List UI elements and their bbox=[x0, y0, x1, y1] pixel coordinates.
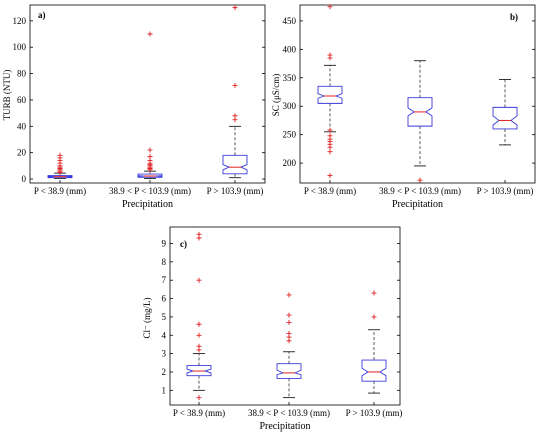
category-label: P > 103.9 (mm) bbox=[477, 186, 534, 196]
outlier-point bbox=[286, 312, 292, 318]
category-label: P > 103.9 (mm) bbox=[346, 408, 403, 418]
y-tick-label: 40 bbox=[17, 121, 27, 131]
outlier-point bbox=[232, 113, 238, 119]
outlier-point bbox=[327, 149, 333, 155]
y-tick-label: 5 bbox=[162, 312, 167, 322]
y-tick-label: 0 bbox=[22, 174, 27, 184]
category-label: P > 103.9 (mm) bbox=[207, 186, 264, 196]
outlier-point bbox=[147, 154, 153, 160]
outlier-point bbox=[371, 314, 377, 320]
y-tick-label: 100 bbox=[13, 42, 27, 52]
category-label: P < 38.9 (mm) bbox=[304, 186, 356, 196]
outlier-point bbox=[371, 290, 377, 296]
outlier-point bbox=[327, 52, 333, 58]
y-tick-label: 3 bbox=[162, 349, 167, 359]
outlier-point bbox=[417, 177, 423, 183]
y-tick-label: 6 bbox=[162, 294, 167, 304]
outlier-point bbox=[196, 277, 202, 283]
y-tick-label: 120 bbox=[13, 16, 27, 26]
y-tick-label: 80 bbox=[17, 69, 27, 79]
outlier-point bbox=[286, 319, 292, 325]
box bbox=[276, 363, 302, 379]
y-tick-label: 350 bbox=[283, 73, 297, 83]
outlier-point bbox=[327, 144, 333, 150]
outlier-point bbox=[196, 395, 202, 401]
x-axis-label: Precipitation bbox=[259, 421, 310, 432]
y-axis-label: SC (μS/cm) bbox=[271, 74, 281, 117]
outlier-point bbox=[147, 147, 153, 153]
outlier-point bbox=[286, 330, 292, 336]
box bbox=[47, 175, 73, 179]
box bbox=[407, 97, 433, 127]
y-tick-label: 8 bbox=[162, 257, 167, 267]
y-tick-label: 400 bbox=[283, 44, 297, 54]
outlier-point bbox=[196, 231, 202, 237]
y-tick-label: 450 bbox=[283, 16, 297, 26]
y-tick-label: 9 bbox=[162, 239, 167, 249]
plot-frame bbox=[169, 226, 401, 406]
box bbox=[186, 365, 212, 377]
category-label: 38.9 < P < 103.9 (mm) bbox=[109, 186, 191, 196]
plot-frame bbox=[29, 4, 266, 184]
outlier-point bbox=[196, 343, 202, 349]
y-tick-label: 200 bbox=[283, 158, 297, 168]
category-label: P < 38.9 (mm) bbox=[34, 186, 86, 196]
outlier-point bbox=[286, 292, 292, 298]
y-tick-label: 250 bbox=[283, 130, 297, 140]
outlier-point bbox=[327, 127, 333, 133]
y-tick-label: 7 bbox=[162, 275, 167, 285]
plot-frame bbox=[299, 4, 536, 184]
box bbox=[317, 85, 343, 104]
panel-1 bbox=[29, 4, 266, 184]
panel-label: b) bbox=[510, 12, 518, 22]
category-label: P < 38.9 (mm) bbox=[173, 408, 225, 418]
x-axis-label: Precipitation bbox=[392, 199, 443, 210]
panel-label: a) bbox=[38, 10, 46, 20]
outlier-point bbox=[327, 173, 333, 179]
panel-3 bbox=[169, 226, 401, 406]
outlier-point bbox=[232, 5, 238, 11]
y-axis-label: Cl⁻ (mg/L) bbox=[142, 298, 152, 339]
panel-2 bbox=[299, 4, 536, 184]
x-axis-label: Precipitation bbox=[122, 199, 173, 210]
box bbox=[492, 106, 518, 130]
y-tick-label: 20 bbox=[17, 148, 27, 158]
y-tick-label: 60 bbox=[17, 95, 27, 105]
panel-label: c) bbox=[180, 239, 187, 249]
category-label: 38.9 < P < 103.9 (mm) bbox=[248, 408, 330, 418]
outlier-point bbox=[196, 332, 202, 338]
outlier-point bbox=[196, 321, 202, 327]
box bbox=[361, 359, 387, 382]
y-tick-label: 300 bbox=[283, 101, 297, 111]
outlier-point bbox=[147, 31, 153, 37]
y-tick-label: 4 bbox=[162, 330, 167, 340]
outlier-point bbox=[232, 82, 238, 88]
y-tick-label: 1 bbox=[162, 385, 167, 395]
y-axis-label: TURB (NTU) bbox=[2, 70, 12, 121]
outlier-point bbox=[57, 152, 63, 158]
y-tick-label: 2 bbox=[162, 367, 167, 377]
box bbox=[222, 154, 248, 175]
outlier-point bbox=[327, 4, 333, 10]
box bbox=[137, 173, 163, 178]
category-label: 38.9 < P < 103.9 (mm) bbox=[379, 186, 461, 196]
